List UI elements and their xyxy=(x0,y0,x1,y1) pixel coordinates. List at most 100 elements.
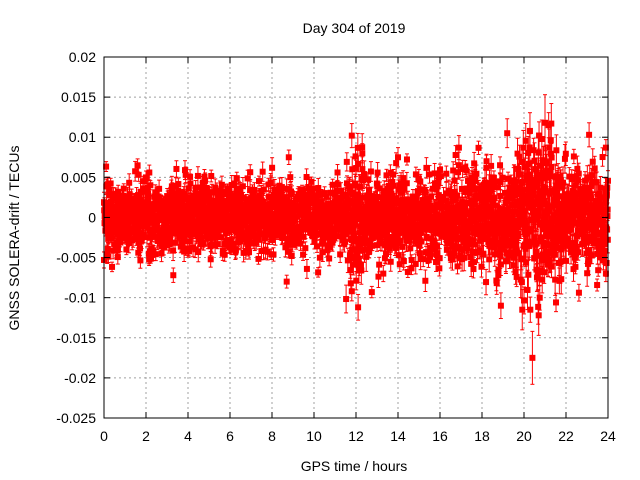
data-point xyxy=(218,196,225,203)
data-point xyxy=(117,218,124,225)
data-point xyxy=(182,171,189,178)
data-point xyxy=(102,221,109,228)
data-point xyxy=(193,190,200,197)
data-point xyxy=(279,233,286,240)
data-point xyxy=(120,185,127,192)
data-point xyxy=(265,193,272,200)
data-point xyxy=(205,234,212,241)
data-point xyxy=(110,247,117,254)
data-point xyxy=(158,250,165,257)
data-point xyxy=(299,186,306,193)
data-point xyxy=(187,180,194,187)
data-point xyxy=(202,177,209,184)
data-point xyxy=(296,227,303,234)
data-point xyxy=(218,181,225,188)
data-point xyxy=(296,237,303,244)
data-point xyxy=(269,211,276,218)
data-point xyxy=(255,236,262,243)
data-point xyxy=(208,173,215,180)
data-point xyxy=(245,244,252,251)
data-point xyxy=(269,236,276,243)
data-point xyxy=(307,199,314,206)
data-point xyxy=(300,233,307,240)
data-point xyxy=(308,189,315,196)
data-point xyxy=(269,164,276,171)
data-point xyxy=(255,178,262,185)
data-point xyxy=(164,193,171,200)
data-point xyxy=(226,237,233,244)
data-point xyxy=(105,253,112,260)
data-point xyxy=(156,185,163,192)
data-point xyxy=(316,254,323,261)
data-point xyxy=(214,241,221,248)
data-point xyxy=(260,198,267,205)
data-point xyxy=(126,179,133,186)
data-point xyxy=(198,184,205,191)
data-point xyxy=(155,217,162,224)
data-point xyxy=(134,228,141,235)
data-point xyxy=(255,255,262,262)
data-point xyxy=(186,238,193,245)
data-point xyxy=(175,181,182,188)
data-point xyxy=(132,168,139,175)
data-point xyxy=(297,190,304,197)
data-point xyxy=(172,239,179,246)
data-point xyxy=(314,243,321,250)
data-point xyxy=(107,180,114,187)
data-point xyxy=(181,167,188,174)
data-point xyxy=(255,221,262,228)
data-point xyxy=(315,269,322,276)
data-point xyxy=(249,191,256,198)
data-point xyxy=(135,171,142,178)
data-point xyxy=(207,200,214,207)
data-point xyxy=(218,234,225,241)
data-point xyxy=(172,207,179,214)
data-point xyxy=(315,185,322,192)
data-point xyxy=(119,196,126,203)
data-point xyxy=(187,220,194,227)
data-point xyxy=(243,196,250,203)
data-point xyxy=(159,214,166,221)
data-point xyxy=(214,231,221,238)
data-point xyxy=(117,239,124,246)
data-point xyxy=(203,184,210,191)
data-point xyxy=(120,235,127,242)
data-point xyxy=(247,169,254,176)
data-point xyxy=(144,234,151,241)
data-point xyxy=(260,186,267,193)
data-point xyxy=(302,245,309,252)
data-point xyxy=(136,208,143,215)
data-point xyxy=(195,249,202,256)
data-point xyxy=(160,244,167,251)
data-point xyxy=(162,220,169,227)
data-point xyxy=(151,202,158,209)
data-point xyxy=(252,225,259,232)
data-point xyxy=(103,163,110,170)
data-point xyxy=(212,184,219,191)
data-point xyxy=(290,200,297,207)
data-point xyxy=(230,240,237,247)
data-point xyxy=(246,240,253,247)
data-point xyxy=(246,249,253,256)
data-point xyxy=(216,220,223,227)
data-point xyxy=(108,229,115,236)
data-point xyxy=(257,231,264,238)
data-point xyxy=(112,220,119,227)
data-point xyxy=(278,184,285,191)
data-point xyxy=(183,194,190,201)
data-point xyxy=(240,195,247,202)
data-point xyxy=(125,234,132,241)
data-point xyxy=(113,194,120,201)
data-point xyxy=(120,192,127,199)
data-point xyxy=(152,233,159,240)
data-point xyxy=(170,195,177,202)
data-point xyxy=(180,224,187,231)
data-point xyxy=(278,217,285,224)
data-point xyxy=(130,197,137,204)
data-point xyxy=(146,206,153,213)
data-point xyxy=(261,235,268,242)
data-point xyxy=(288,190,295,197)
data-point xyxy=(244,175,251,182)
data-point xyxy=(104,205,111,212)
